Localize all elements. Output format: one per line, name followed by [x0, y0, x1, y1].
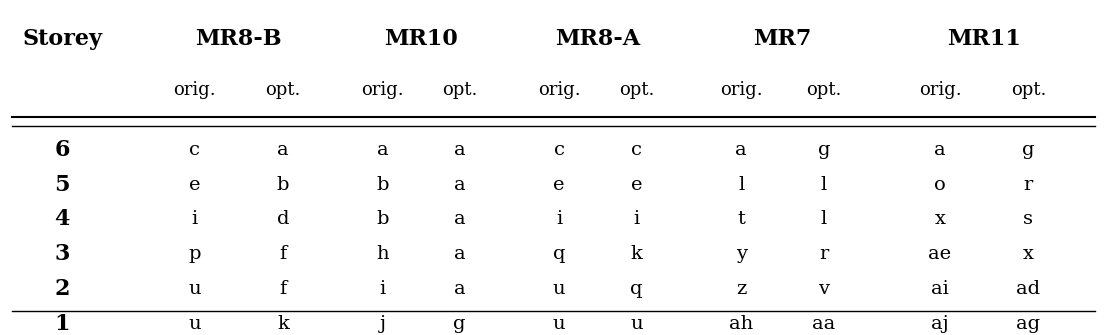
- Text: a: a: [454, 280, 465, 298]
- Text: y: y: [736, 245, 747, 263]
- Text: q: q: [552, 245, 566, 263]
- Text: a: a: [277, 141, 289, 159]
- Text: 2: 2: [54, 278, 70, 300]
- Text: g: g: [454, 315, 466, 333]
- Text: e: e: [631, 176, 642, 194]
- Text: j: j: [380, 315, 385, 333]
- Text: orig.: orig.: [919, 81, 961, 99]
- Text: MR11: MR11: [948, 28, 1021, 50]
- Text: o: o: [934, 176, 945, 194]
- Text: orig.: orig.: [538, 81, 580, 99]
- Text: b: b: [376, 176, 389, 194]
- Text: orig.: orig.: [720, 81, 763, 99]
- Text: v: v: [818, 280, 829, 298]
- Text: r: r: [819, 245, 829, 263]
- Text: c: c: [554, 141, 565, 159]
- Text: u: u: [552, 315, 566, 333]
- Text: MR8-B: MR8-B: [196, 28, 282, 50]
- Text: l: l: [821, 176, 827, 194]
- Text: r: r: [1024, 176, 1033, 194]
- Text: a: a: [376, 141, 389, 159]
- Text: l: l: [738, 176, 744, 194]
- Text: 3: 3: [54, 243, 70, 265]
- Text: e: e: [189, 176, 200, 194]
- Text: MR7: MR7: [754, 28, 811, 50]
- Text: f: f: [279, 280, 287, 298]
- Text: ad: ad: [1016, 280, 1041, 298]
- Text: u: u: [188, 315, 201, 333]
- Text: x: x: [1023, 245, 1034, 263]
- Text: opt.: opt.: [442, 81, 477, 99]
- Text: opt.: opt.: [1011, 81, 1046, 99]
- Text: 4: 4: [54, 208, 70, 230]
- Text: l: l: [821, 210, 827, 228]
- Text: c: c: [189, 141, 200, 159]
- Text: a: a: [934, 141, 945, 159]
- Text: g: g: [1022, 141, 1035, 159]
- Text: opt.: opt.: [266, 81, 301, 99]
- Text: aj: aj: [931, 315, 949, 333]
- Text: a: a: [454, 176, 465, 194]
- Text: h: h: [376, 245, 389, 263]
- Text: x: x: [934, 210, 945, 228]
- Text: MR8-A: MR8-A: [555, 28, 640, 50]
- Text: 1: 1: [54, 313, 70, 335]
- Text: u: u: [188, 280, 201, 298]
- Text: b: b: [277, 176, 289, 194]
- Text: 6: 6: [54, 139, 70, 161]
- Text: e: e: [554, 176, 565, 194]
- Text: a: a: [454, 210, 465, 228]
- Text: a: a: [735, 141, 747, 159]
- Text: i: i: [633, 210, 640, 228]
- Text: g: g: [818, 141, 830, 159]
- Text: ae: ae: [929, 245, 952, 263]
- Text: a: a: [454, 245, 465, 263]
- Text: z: z: [736, 280, 746, 298]
- Text: d: d: [277, 210, 289, 228]
- Text: u: u: [552, 280, 566, 298]
- Text: ah: ah: [730, 315, 754, 333]
- Text: t: t: [737, 210, 745, 228]
- Text: i: i: [192, 210, 198, 228]
- Text: MR10: MR10: [384, 28, 458, 50]
- Text: p: p: [188, 245, 200, 263]
- Text: aa: aa: [813, 315, 836, 333]
- Text: Storey: Storey: [22, 28, 102, 50]
- Text: q: q: [630, 280, 642, 298]
- Text: k: k: [277, 315, 289, 333]
- Text: c: c: [631, 141, 642, 159]
- Text: ai: ai: [931, 280, 949, 298]
- Text: i: i: [380, 280, 385, 298]
- Text: orig.: orig.: [361, 81, 404, 99]
- Text: f: f: [279, 245, 287, 263]
- Text: b: b: [376, 210, 389, 228]
- Text: opt.: opt.: [619, 81, 654, 99]
- Text: opt.: opt.: [806, 81, 841, 99]
- Text: u: u: [630, 315, 643, 333]
- Text: ag: ag: [1016, 315, 1041, 333]
- Text: s: s: [1023, 210, 1033, 228]
- Text: 5: 5: [54, 174, 70, 196]
- Text: k: k: [630, 245, 642, 263]
- Text: a: a: [454, 141, 465, 159]
- Text: i: i: [556, 210, 562, 228]
- Text: orig.: orig.: [174, 81, 216, 99]
